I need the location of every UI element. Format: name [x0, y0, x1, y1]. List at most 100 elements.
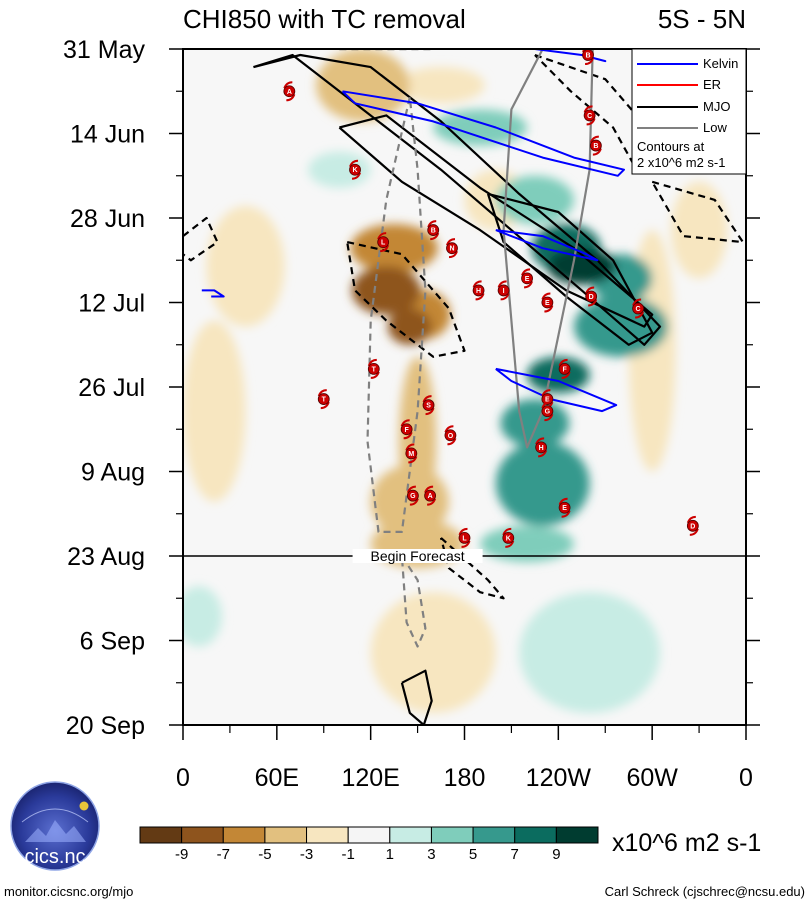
colorbar-label-1: -7: [217, 846, 230, 863]
tc-label-17: E: [545, 397, 550, 404]
tc-label-29: K: [506, 535, 511, 542]
tc-marker-28: L: [458, 527, 471, 548]
legend: Kelvin ER MJO Low Contours at 2 x10^6 m2…: [631, 48, 747, 175]
colorbar-label-3: -3: [300, 846, 313, 863]
tc-label-20: F: [404, 427, 409, 434]
legend-note-line2: 2 x10^6 m2 s-1: [637, 155, 725, 170]
y-tick-label-7: 6 Sep: [80, 628, 145, 656]
anomaly-blob-19: [350, 224, 438, 273]
anomaly-blob-4: [670, 181, 728, 279]
colorbar-label-6: 3: [427, 846, 435, 863]
contour-low-10: [495, 49, 594, 449]
x-tick-label-1: 60E: [255, 764, 299, 792]
tc-marker-0: A: [283, 81, 296, 102]
contour-kelvin-13: [341, 90, 625, 177]
y-tick-label-3: 12 Jul: [78, 290, 145, 318]
anomaly-blob-5: [308, 151, 371, 188]
colorbar: -9 -7 -5 -3 -1 1 3 5 7 9: [139, 826, 599, 863]
tc-label-26: E: [562, 505, 567, 512]
x-tick-label-5: 60W: [626, 764, 678, 792]
tc-label-25: A: [428, 493, 433, 500]
contour-kelvin-16: [534, 49, 607, 63]
tc-label-13: C: [636, 306, 641, 313]
tc-marker-11: D: [585, 286, 598, 307]
forecast-label: Begin Forecast: [370, 548, 464, 564]
colorbar-label-5: 1: [386, 846, 394, 863]
tc-marker-13: C: [632, 298, 645, 319]
legend-mjo-label: MJO: [703, 99, 730, 114]
x-tick-label-3: 180: [444, 764, 486, 792]
y-tick-label-1: 14 Jun: [70, 121, 145, 149]
tc-marker-23: H: [535, 437, 548, 458]
footer-url: monitor.cicsnc.org/mjo: [4, 884, 133, 899]
tc-marker-9: H: [472, 280, 485, 301]
tc-label-8: E: [525, 276, 530, 283]
colorbar-label-9: 9: [552, 846, 560, 863]
logo-text: cics.nc: [24, 846, 85, 868]
tc-marker-5: B: [427, 220, 440, 241]
tc-label-16: T: [322, 397, 327, 404]
anomaly-blob-21: [500, 399, 570, 448]
contour-mjo-3: [400, 669, 433, 725]
contour-low-11: [366, 97, 427, 533]
tc-marker-26: E: [558, 497, 571, 518]
anomaly-blob-24: [527, 356, 590, 394]
tc-label-7: N: [449, 246, 454, 253]
anomaly-blob-7: [183, 586, 223, 647]
tc-label-24: G: [410, 493, 416, 500]
x-axis: 0 60E 120E 180 120W 60W 0: [176, 725, 753, 792]
anomaly-blob-15: [315, 49, 410, 122]
tc-marker-2: C: [583, 105, 596, 126]
colorbar-swatch-1: [181, 826, 224, 844]
tc-marker-27: D: [686, 515, 699, 536]
colorbar-label-2: -5: [258, 846, 271, 863]
colorbar-swatch-9: [514, 826, 557, 844]
contour-kelvin-14: [495, 229, 599, 262]
anomaly-blob-26: [387, 308, 432, 345]
tc-label-23: H: [539, 445, 544, 452]
tc-marker-16: T: [317, 389, 330, 410]
legend-low-label: Low: [703, 120, 727, 135]
tc-label-6: L: [381, 240, 386, 247]
cicsnc-logo: cics.nc: [10, 781, 100, 871]
contour-mjo-8: [346, 241, 466, 358]
tc-label-19: G: [545, 409, 551, 416]
tc-marker-19: G: [541, 401, 554, 422]
tc-marker-21: O: [444, 425, 457, 446]
tc-label-9: H: [476, 288, 481, 295]
colorbar-label-7: 5: [469, 846, 477, 863]
x-tick-label-6: 0: [739, 764, 753, 792]
tc-label-5: B: [431, 228, 436, 235]
colorbar-swatch-8: [472, 826, 516, 844]
contour-mjo-9: [439, 537, 505, 600]
x-tick-label-2: 120E: [341, 764, 399, 792]
tc-label-0: A: [287, 89, 292, 96]
tc-marker-24: G: [406, 485, 419, 506]
colorbar-swatch-0: [139, 826, 183, 844]
anomaly-blob-3: [370, 592, 496, 713]
contour-kelvin-17: [201, 289, 225, 298]
x-tick-label-4: 120W: [526, 764, 592, 792]
tc-marker-3: B: [589, 135, 602, 156]
tc-label-21: O: [448, 433, 454, 440]
anomaly-blob-13: [370, 465, 449, 538]
tc-label-18: S: [426, 403, 431, 410]
colorbar-swatch-7: [430, 826, 474, 844]
contour-mjo-2: [486, 192, 654, 346]
legend-er-label: ER: [703, 77, 721, 92]
contour-mjo-0: [253, 53, 662, 346]
tc-label-22: M: [408, 451, 414, 458]
y-tick-label-5: 9 Aug: [81, 459, 145, 487]
tc-marker-6: L: [377, 232, 390, 253]
tc-label-12: E: [545, 300, 550, 307]
contour-kelvin-15: [495, 367, 618, 413]
contour-low-12: [400, 555, 427, 648]
y-tick-label-8: 20 Sep: [66, 712, 145, 740]
tc-marker-12: E: [541, 292, 554, 313]
tc-marker-10: I: [497, 280, 510, 301]
colorbar-units: x10^6 m2 s-1: [612, 829, 761, 857]
chart-region-label: 5S - 5N: [658, 4, 746, 34]
colorbar-label-4: -1: [342, 846, 355, 863]
y-tick-label-6: 23 Aug: [67, 543, 145, 571]
